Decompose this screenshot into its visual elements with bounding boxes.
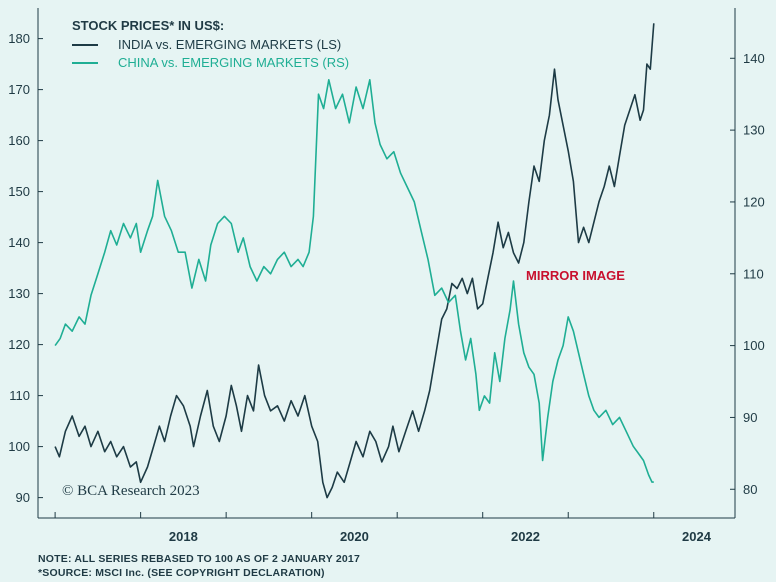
left-tick-label: 140 xyxy=(8,235,30,250)
left-tick-label: 170 xyxy=(8,82,30,97)
chart: 90 100 110 120 130 140 150 160 170 180 80 90 100 110… xyxy=(8,8,765,544)
watermark: © BCA Research 2023 xyxy=(62,483,200,499)
left-tick-label: 150 xyxy=(8,184,30,199)
legend-china: CHINA vs. EMERGING MARKETS (RS) xyxy=(118,55,349,70)
x-tick-label: 2020 xyxy=(340,529,369,544)
left-tick-label: 160 xyxy=(8,133,30,148)
right-tick-label: 90 xyxy=(743,410,757,425)
x-tick-label: 2024 xyxy=(682,529,712,544)
right-tick-label: 130 xyxy=(743,123,765,138)
series-india-line xyxy=(54,23,655,499)
left-tick-label: 90 xyxy=(16,490,30,505)
x-axis: 2018 2020 2022 2024 xyxy=(54,512,712,544)
right-tick-label: 100 xyxy=(743,338,765,353)
source-footnote: *SOURCE: MSCI Inc. (SEE COPYRIGHT DECLAR… xyxy=(38,567,325,579)
left-tick-label: 100 xyxy=(8,439,30,454)
left-tick-label: 180 xyxy=(8,31,30,46)
right-tick-label: 110 xyxy=(743,266,764,281)
right-y-axis: 80 90 100 110 120 130 140 xyxy=(730,51,765,497)
left-tick-label: 130 xyxy=(8,286,30,301)
right-tick-label: 120 xyxy=(743,194,765,209)
legend-india: INDIA vs. EMERGING MARKETS (LS) xyxy=(118,37,341,52)
right-tick-label: 80 xyxy=(743,482,757,497)
mirror-image-annotation: MIRROR IMAGE xyxy=(526,268,625,283)
note-footnote: NOTE: ALL SERIES REBASED TO 100 AS OF 2 … xyxy=(38,553,360,565)
plot-frame xyxy=(37,8,736,519)
x-tick-label: 2018 xyxy=(169,529,198,544)
series-lines xyxy=(54,23,655,499)
chart-title: STOCK PRICES* IN US$: xyxy=(72,18,224,33)
left-tick-label: 110 xyxy=(9,388,30,403)
x-tick-label: 2022 xyxy=(511,529,540,544)
left-y-axis: 90 100 110 120 130 140 150 160 170 180 xyxy=(8,31,43,505)
series-china-line xyxy=(54,79,654,483)
right-tick-label: 140 xyxy=(743,51,765,66)
left-tick-label: 120 xyxy=(8,337,30,352)
